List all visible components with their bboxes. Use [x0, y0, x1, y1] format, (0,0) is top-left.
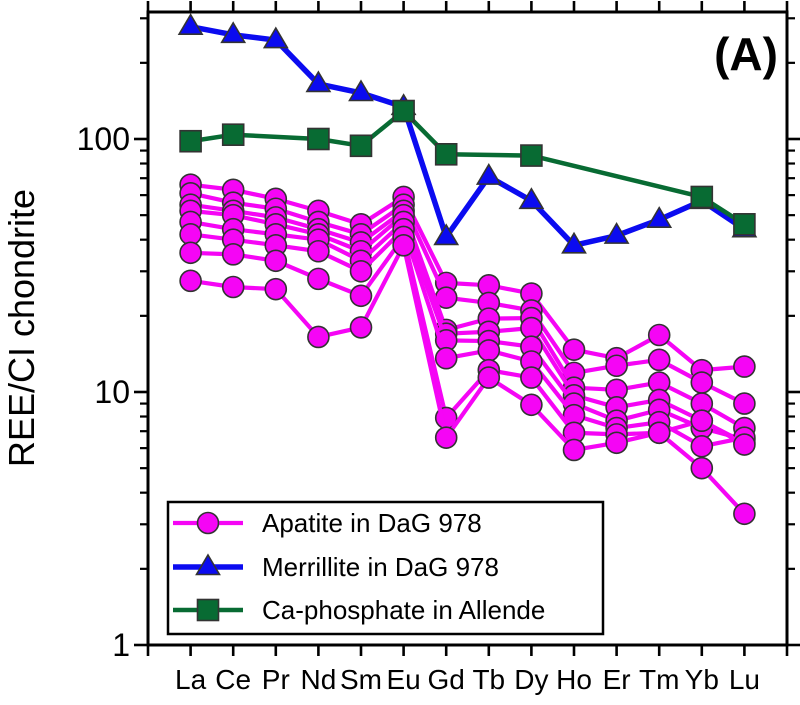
data-point-circle [733, 502, 756, 526]
panel-label: (A) [714, 28, 778, 80]
data-series [177, 13, 758, 526]
data-point-circle [520, 366, 543, 389]
x-tick-label: Gd [428, 664, 465, 695]
x-tick-label: Ce [215, 664, 251, 695]
data-point-square [690, 185, 714, 209]
data-point-triangle [646, 206, 673, 228]
data-point-circle [605, 431, 628, 455]
x-tick-label: Sm [340, 664, 382, 695]
data-point-circle [392, 234, 415, 257]
data-point-circle [264, 249, 288, 273]
data-point-square [221, 123, 245, 146]
data-point-circle [221, 243, 245, 266]
data-point-triangle [195, 553, 221, 576]
data-point-square [307, 127, 330, 151]
legend-item: Apatite in DaG 978 [173, 508, 482, 538]
data-point-square [179, 129, 202, 153]
data-point-triangle [561, 231, 587, 254]
y-axis-title: REE/CI chondrite [1, 189, 42, 467]
y-tick-label: 100 [77, 121, 130, 157]
data-point-square [520, 144, 543, 167]
data-point-triangle [220, 21, 247, 44]
data-point-circle [349, 284, 373, 308]
data-point-triangle [348, 79, 374, 102]
data-point-circle [562, 438, 586, 462]
data-point-circle [434, 346, 458, 370]
legend-item: Merrillite in DaG 978 [173, 552, 499, 582]
x-tick-label: Eu [386, 664, 420, 695]
data-point-circle [307, 267, 330, 291]
data-point-square [434, 143, 458, 166]
data-point-circle [605, 354, 628, 378]
legend-label: Apatite in DaG 978 [262, 508, 482, 538]
legend-item: Ca-phosphate in Allende [173, 595, 545, 625]
x-tick-label: Pr [262, 664, 290, 695]
data-point-circle [520, 393, 543, 417]
data-point-circle [690, 456, 714, 480]
data-point-square [392, 99, 415, 123]
data-point-triangle [603, 222, 630, 244]
data-point-circle [196, 511, 220, 535]
data-point-circle [179, 269, 202, 293]
series-square-9 [179, 99, 756, 236]
data-point-circle [733, 433, 756, 456]
data-point-circle [264, 277, 288, 301]
data-point-circle [690, 409, 714, 433]
data-point-triangle [177, 13, 204, 35]
data-point-triangle [305, 70, 332, 93]
y-tick-label: 1 [112, 627, 130, 663]
data-point-circle [307, 239, 330, 263]
data-point-circle [307, 325, 330, 349]
y-tick-label: 10 [94, 374, 130, 410]
x-tick-label: Yb [685, 664, 719, 695]
legend-label: Ca-phosphate in Allende [262, 595, 545, 625]
data-point-triangle [475, 163, 502, 185]
data-point-square [349, 134, 373, 158]
data-point-circle [562, 338, 586, 361]
data-point-circle [434, 426, 458, 449]
data-point-circle [477, 339, 501, 362]
data-point-circle [477, 366, 501, 389]
x-tick-label: Tb [472, 664, 505, 695]
data-point-circle [733, 392, 756, 415]
data-point-triangle [433, 223, 460, 246]
data-point-circle [733, 355, 756, 378]
data-point-triangle [518, 187, 545, 210]
data-point-circle [647, 323, 671, 347]
x-tick-label: Er [603, 664, 631, 695]
legend-label: Merrillite in DaG 978 [262, 552, 499, 582]
series-circle-7 [179, 234, 756, 526]
static-labels: REE/CI chondrite (A) [1, 28, 778, 467]
data-point-circle [349, 316, 373, 339]
data-point-triangle [262, 26, 289, 49]
data-point-circle [690, 435, 714, 458]
x-tick-label: Nd [301, 664, 337, 695]
x-tick-label: Lu [729, 664, 760, 695]
data-point-circle [179, 241, 202, 265]
data-point-square [733, 213, 756, 236]
x-tick-label: Tm [639, 664, 679, 695]
data-point-circle [349, 259, 373, 283]
legend: Apatite in DaG 978 Merrillite in DaG 978 C… [166, 500, 605, 636]
x-tick-label: Ho [556, 664, 592, 695]
data-point-circle [520, 316, 543, 340]
data-point-circle [647, 348, 671, 372]
data-point-circle [221, 275, 245, 299]
axes: 1 10 100 La Ce Pr Nd Sm Eu Gd Tb Dy Ho Er Tm Yb Lu [77, 1, 800, 695]
plot-frame [146, 10, 789, 647]
x-tick-label: La [175, 664, 207, 695]
x-tick-label: Dy [514, 664, 548, 695]
data-point-square [196, 598, 220, 622]
data-point-circle [647, 421, 671, 445]
data-point-circle [690, 371, 714, 394]
